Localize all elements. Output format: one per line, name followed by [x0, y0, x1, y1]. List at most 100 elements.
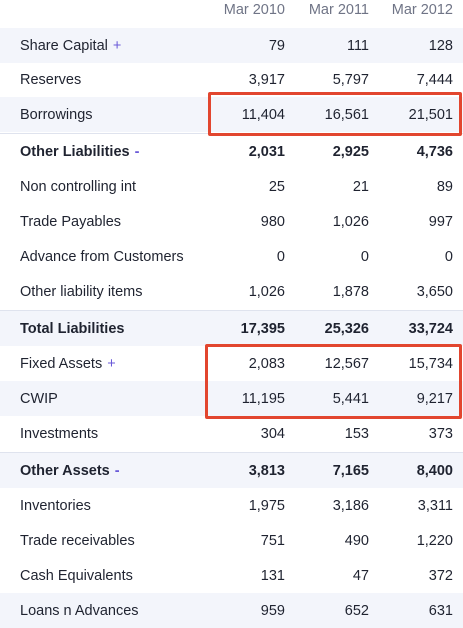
row-label-text: Advance from Customers	[20, 248, 184, 265]
row-label-text: Other Liabilities	[20, 143, 130, 160]
value-cell: 131	[260, 567, 285, 584]
row-label[interactable]: Fixed Assets +	[20, 346, 210, 381]
value-cell: 997	[428, 213, 453, 230]
value-cell: 25,326	[324, 320, 369, 337]
row-label: Total Liabilities	[20, 311, 210, 346]
value-cell: 111	[346, 37, 369, 54]
table-header: Mar 2010 Mar 2011 Mar 2012	[0, 0, 463, 28]
row-label-text: Fixed Assets	[20, 355, 103, 372]
value-cell: 16,561	[324, 106, 369, 123]
table-row: Total Liabilities 17,395 25,326 33,724	[0, 311, 463, 346]
row-label-text: Trade receivables	[20, 532, 135, 549]
table-row: Advance from Customers 0 0 0	[0, 239, 463, 274]
value-cell: 490	[344, 532, 369, 549]
table-row: Inventories 1,975 3,186 3,311	[0, 488, 463, 523]
row-label-text: Trade Payables	[20, 213, 122, 230]
table-row: Investments 304 153 373	[0, 416, 463, 451]
value-cell: 33,724	[408, 320, 453, 337]
value-cell: 5,797	[332, 71, 369, 88]
value-cell: 980	[260, 213, 285, 230]
row-label: Inventories	[20, 488, 210, 523]
row-label: Cash Equivalents	[20, 558, 210, 593]
row-label-text: Borrowings	[20, 106, 93, 123]
value-cell: 1,975	[248, 497, 285, 514]
value-cell: 372	[428, 567, 453, 584]
value-cell: 153	[344, 425, 369, 442]
value-cell: 21	[352, 178, 369, 195]
table-row: Borrowings 11,404 16,561 21,501	[0, 97, 463, 132]
value-cell: 128	[428, 37, 453, 54]
table-row: Non controlling int 25 21 89	[0, 169, 463, 204]
value-cell: 7,444	[416, 71, 453, 88]
row-label-text: Investments	[20, 425, 99, 442]
row-label: Trade receivables	[20, 523, 210, 558]
value-cell: 47	[352, 567, 369, 584]
value-cell: 2,031	[248, 143, 285, 160]
expand-toggle[interactable]: +	[107, 355, 116, 372]
value-cell: 1,878	[332, 283, 369, 300]
value-cell: 3,650	[416, 283, 453, 300]
value-cell: 304	[260, 425, 285, 442]
row-label-text: Inventories	[20, 497, 91, 514]
row-label[interactable]: Other Assets -	[20, 453, 210, 488]
row-label: Borrowings	[20, 97, 210, 132]
value-cell: 0	[360, 248, 369, 265]
value-cell: 21,501	[408, 106, 453, 123]
value-cell: 12,567	[324, 355, 369, 372]
value-cell: 4,736	[416, 143, 453, 160]
value-cell: 3,311	[417, 497, 453, 514]
row-label-text: CWIP	[20, 390, 58, 407]
value-cell: 3,917	[248, 71, 285, 88]
value-cell: 3,813	[248, 462, 285, 479]
value-cell: 652	[344, 602, 369, 619]
value-cell: 79	[268, 37, 285, 54]
row-label: CWIP	[20, 381, 210, 416]
row-label: Reserves	[20, 62, 210, 97]
section-divider	[0, 310, 463, 311]
value-cell: 751	[260, 532, 285, 549]
table-row: Other liability items 1,026 1,878 3,650	[0, 274, 463, 309]
value-cell: 959	[260, 602, 285, 619]
row-label-text: Cash Equivalents	[20, 567, 133, 584]
value-cell: 9,217	[416, 390, 453, 407]
section-divider	[0, 452, 463, 453]
table-row: Share Capital + 79 111 128	[0, 28, 463, 63]
row-label-text: Reserves	[20, 71, 82, 88]
value-cell: 5,441	[332, 390, 369, 407]
value-cell: 25	[268, 178, 285, 195]
table-row: Other Liabilities - 2,031 2,925 4,736	[0, 134, 463, 169]
value-cell: 631	[428, 602, 453, 619]
section-divider	[0, 133, 463, 134]
value-cell: 1,026	[332, 213, 369, 230]
table-row: Reserves 3,917 5,797 7,444	[0, 62, 463, 97]
value-cell: 7,165	[332, 462, 369, 479]
row-label: Advance from Customers	[20, 239, 210, 274]
collapse-toggle[interactable]: -	[114, 462, 120, 479]
row-label: Other liability items	[20, 274, 210, 309]
row-label-text: Non controlling int	[20, 178, 137, 195]
value-cell: 11,195	[241, 390, 285, 407]
table-row: CWIP 11,195 5,441 9,217	[0, 381, 463, 416]
value-cell: 17,395	[240, 320, 285, 337]
table-row: Cash Equivalents 131 47 372	[0, 558, 463, 593]
value-cell: 2,083	[248, 355, 285, 372]
row-label: Investments	[20, 416, 210, 451]
table-row: Fixed Assets +2,083 12,567 15,734	[0, 346, 463, 381]
collapse-toggle[interactable]: -	[134, 143, 140, 160]
row-label: Non controlling int	[20, 169, 210, 204]
value-cell: 0	[444, 248, 453, 265]
column-header: Mar 2010	[223, 2, 285, 18]
value-cell: 0	[276, 248, 285, 265]
row-label[interactable]: Other Liabilities -	[20, 134, 210, 169]
column-header: Mar 2011	[308, 2, 369, 18]
row-label-text: Loans n Advances	[20, 602, 139, 619]
value-cell: 11,404	[241, 106, 285, 123]
value-cell: 2,925	[332, 143, 369, 160]
expand-toggle[interactable]: +	[112, 37, 122, 54]
value-cell: 15,734	[408, 355, 453, 372]
row-label[interactable]: Share Capital +	[20, 28, 210, 63]
value-cell: 1,220	[416, 532, 453, 549]
table-row: Trade Payables 980 1,026 997	[0, 204, 463, 239]
table-row: Trade receivables 751 490 1,220	[0, 523, 463, 558]
